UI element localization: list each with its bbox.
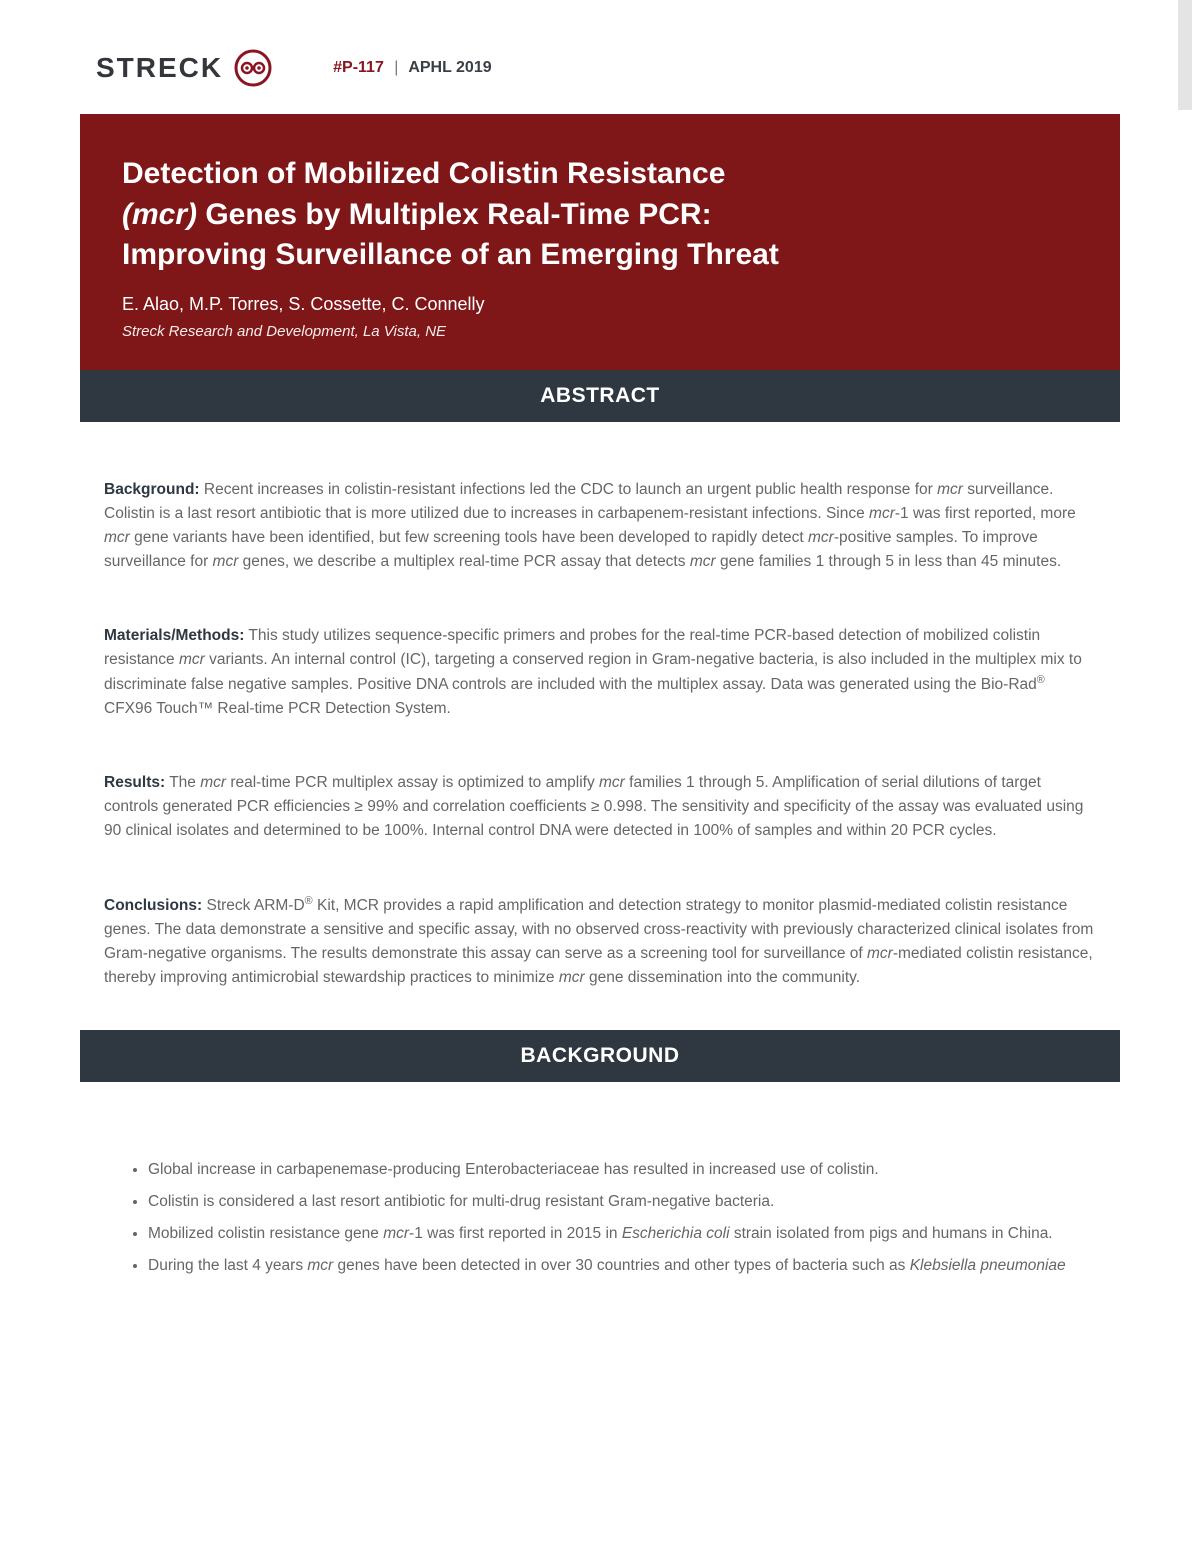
para-lead: Background: bbox=[104, 481, 200, 498]
title-italic: (mcr) bbox=[122, 198, 197, 231]
section-heading-abstract: ABSTRACT bbox=[80, 370, 1120, 422]
author-list: E. Alao, M.P. Torres, S. Cossette, C. Co… bbox=[122, 294, 1078, 315]
title-block: Detection of Mobilized Colistin Resistan… bbox=[80, 114, 1120, 370]
para-lead: Results: bbox=[104, 774, 165, 791]
list-item: Mobilized colistin resistance gene mcr-1… bbox=[148, 1222, 1096, 1246]
background-list: Global increase in carbapenemase-produci… bbox=[104, 1158, 1096, 1278]
abstract-results: Results: The mcr real-time PCR multiplex… bbox=[104, 771, 1096, 843]
abstract-background: Background: Recent increases in colistin… bbox=[104, 478, 1096, 574]
list-item: During the last 4 years mcr genes have b… bbox=[148, 1254, 1096, 1278]
title-part-2: Genes by Multiplex Real-Time PCR: Improv… bbox=[122, 198, 779, 272]
para-text: This study utilizes sequence-specific pr… bbox=[104, 627, 1082, 717]
page-root: STRECK #P-117 | APHL 2019 Detection of M… bbox=[0, 0, 1200, 1346]
title-part-1: Detection of Mobilized Colistin Resistan… bbox=[122, 157, 725, 190]
page-header: STRECK #P-117 | APHL 2019 bbox=[0, 0, 1200, 114]
abstract-conclusions: Conclusions: Streck ARM-D® Kit, MCR prov… bbox=[104, 893, 1096, 990]
para-lead: Conclusions: bbox=[104, 897, 202, 914]
list-item: Colistin is considered a last resort ant… bbox=[148, 1190, 1096, 1214]
poster-number: #P-117 bbox=[333, 59, 384, 76]
background-body: Global increase in carbapenemase-produci… bbox=[80, 1158, 1120, 1278]
conference-name: APHL 2019 bbox=[408, 59, 491, 76]
separator: | bbox=[388, 59, 404, 76]
para-text: Streck ARM-D® Kit, MCR provides a rapid … bbox=[104, 897, 1093, 986]
abstract-body: Background: Recent increases in colistin… bbox=[80, 478, 1120, 991]
scrollbar-track[interactable] bbox=[1178, 0, 1192, 110]
list-item: Global increase in carbapenemase-produci… bbox=[148, 1158, 1096, 1182]
section-heading-background: BACKGROUND bbox=[80, 1030, 1120, 1082]
paper-title: Detection of Mobilized Colistin Resistan… bbox=[122, 154, 782, 276]
para-text: The mcr real-time PCR multiplex assay is… bbox=[104, 774, 1083, 839]
para-lead: Materials/Methods: bbox=[104, 627, 244, 644]
brand-logo: STRECK bbox=[96, 48, 273, 88]
para-text: Recent increases in colistin-resistant i… bbox=[104, 481, 1076, 570]
abstract-methods: Materials/Methods: This study utilizes s… bbox=[104, 624, 1096, 721]
poster-identifier: #P-117 | APHL 2019 bbox=[333, 59, 492, 77]
logo-mark-icon bbox=[233, 48, 273, 88]
logo-wordmark: STRECK bbox=[96, 52, 223, 84]
affiliation: Streck Research and Development, La Vist… bbox=[122, 323, 1078, 340]
